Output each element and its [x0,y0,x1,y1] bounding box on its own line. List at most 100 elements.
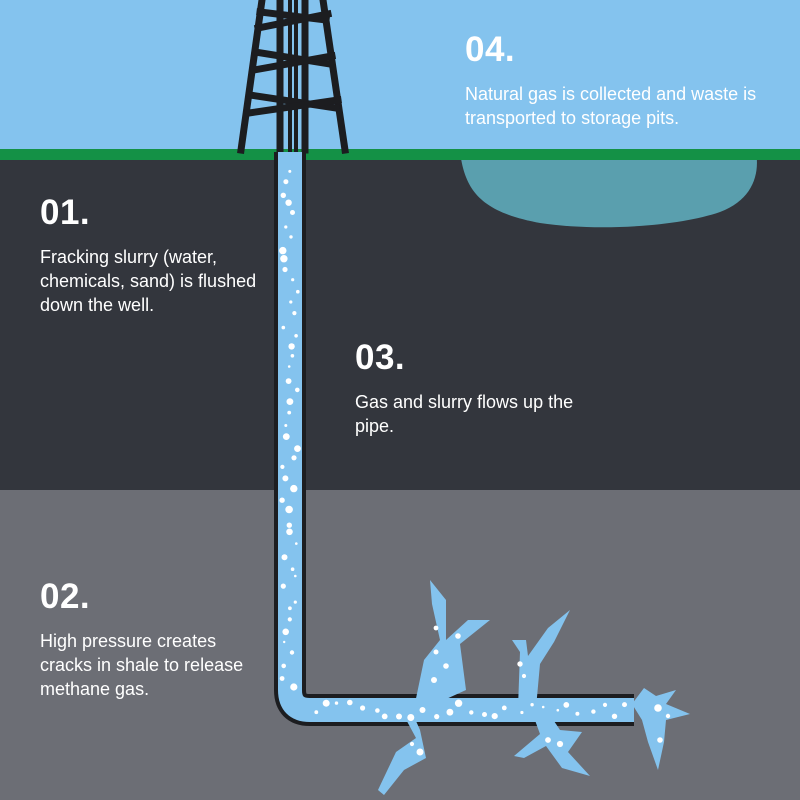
slurry-bubble-icon [520,710,524,715]
slurry-bubble-icon [288,169,292,173]
shale-layer [0,490,800,800]
slurry-bubble-icon [286,528,293,536]
well-pipe-icon [278,152,634,722]
slurry-bubble-icon [314,710,319,715]
slurry-bubble-icon [279,246,287,255]
step-04-number: 04. [465,30,516,69]
slurry-bubble-icon [294,574,297,578]
slurry-bubble-icon [293,600,297,604]
slurry-bubble-icon [657,737,663,743]
slurry-bubble-icon [419,707,426,713]
step-04-text: Natural gas is collected and waste is tr… [465,84,757,128]
step-03: 03. Gas and slurry flows up the pipe. [355,338,575,438]
slurry-bubble-icon [285,505,293,514]
slurry-bubble-icon [469,710,474,715]
slurry-bubble-icon [381,713,388,720]
step-04: 04. Natural gas is collected and waste i… [465,30,785,130]
slurry-bubble-icon [409,741,415,747]
slurry-bubble-icon [443,663,449,669]
shale-crack-icon [378,580,690,795]
slurry-bubble-icon [622,702,627,708]
slurry-bubble-icon [283,640,286,644]
slurry-bubble-icon [287,617,292,622]
slurry-bubble-icon [360,705,366,711]
slurry-bubble-icon [454,699,463,707]
slurry-bubble-icon [282,433,290,440]
grass-line [0,149,800,160]
slurry-bubble-icon [279,497,285,503]
slurry-bubble-icon [280,464,285,469]
sky [0,0,800,152]
step-02: 02. High pressure creates cracks in shal… [40,577,270,701]
slurry-bubble-icon [556,740,564,748]
slurry-bubble-icon [283,179,289,185]
slurry-bubble-icon [281,325,286,330]
slurry-bubble-icon [288,606,292,611]
slurry-bubble-icon [295,542,298,545]
slurry-bubble-icon [290,354,295,358]
slurry-bubble-icon [482,712,487,717]
slurry-bubble-icon [280,255,288,263]
slurry-bubble-icon [281,663,287,669]
step-01-number: 01. [40,193,91,232]
slurry-bubble-icon [396,713,402,720]
slurry-bubble-icon [290,567,295,571]
slurry-bubble-icon [501,705,507,711]
slurry-bubble-icon [289,650,295,655]
slurry-bubble-icon [491,713,498,720]
slurry-bubble-icon [285,199,292,206]
slurry-bubble-icon [556,708,560,712]
slurry-bubble-icon [530,703,534,707]
slurry-bubble-icon [290,683,298,691]
slurry-bubble-icon [407,714,415,721]
step-02-text: High pressure creates cracks in shale to… [40,631,244,699]
slurry-bubble-icon [280,583,286,589]
slurry-bubble-icon [285,378,292,384]
slurry-bubble-icon [602,702,608,708]
slurry-bubble-icon [280,192,286,198]
step-03-text: Gas and slurry flows up the pipe. [355,392,574,436]
slurry-bubble-icon [517,661,523,667]
slurry-bubble-icon [416,748,424,756]
slurry-bubble-icon [334,701,339,705]
slurry-bubble-icon [287,365,291,368]
slurry-bubble-icon [347,699,353,706]
slurry-bubble-icon [294,445,301,452]
slurry-bubble-icon [282,628,290,636]
slurry-bubble-icon [521,673,527,679]
slurry-bubble-icon [290,210,295,215]
step-01-text: Fracking slurry (water, chemicals, sand)… [40,247,257,315]
step-02-number: 02. [40,577,91,616]
slurry-bubble-icon [591,709,596,714]
slurry-bubble-icon [611,713,618,719]
slurry-bubble-icon [282,266,288,273]
slurry-bubble-icon [291,455,297,461]
storage-pit-icon [460,152,757,228]
slurry-bubble-icon [288,343,295,350]
slurry-bubble-icon [295,387,300,393]
slurry-bubble-icon [289,235,293,239]
slurry-bubble-icon [322,699,330,707]
slurry-bubble-icon [294,334,298,338]
slurry-bubble-icon [545,737,551,743]
slurry-bubble-icon [284,424,288,427]
slurry-bubble-icon [654,704,662,712]
slurry-bubble-icon [431,677,437,683]
slurry-bubble-icon [434,714,440,720]
slurry-bubble-icon [289,300,293,304]
slurry-bubble-icon [286,522,292,528]
slurry-bubble-icon [281,554,288,561]
slurry-bubble-icon [575,711,580,716]
slurry-bubble-icon [292,311,297,316]
slurry-bubble-icon [665,713,671,719]
slurry-bubble-icon [563,702,570,708]
slurry-bubble-icon [433,649,439,655]
slurry-bubble-icon [290,484,298,493]
slurry-bubble-icon [279,676,285,681]
slurry-bubble-icon [286,398,294,405]
slurry-bubble-icon [446,708,454,716]
slurry-bubble-icon [284,225,288,229]
slurry-bubble-icon [541,705,545,709]
